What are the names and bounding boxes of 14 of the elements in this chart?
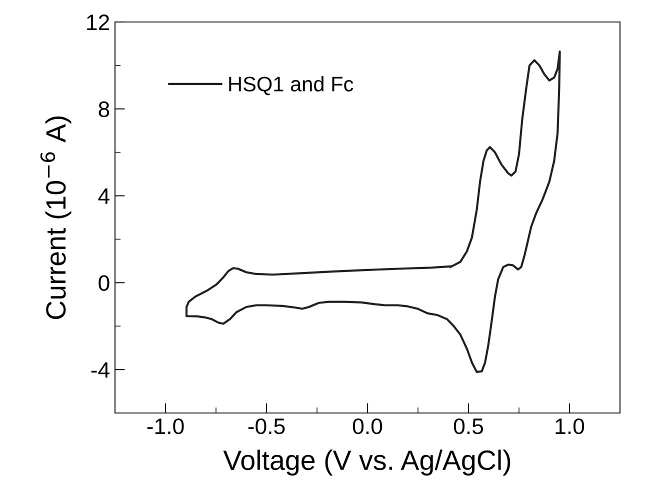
y-tick-label: 4	[98, 188, 110, 204]
y-tick-label: 8	[98, 101, 110, 118]
y-axis-title: Current (10$^{−6}$ A)	[40, 116, 72, 320]
y-tick-label: 0	[98, 275, 110, 291]
x-tick-label: -1.0	[147, 418, 184, 434]
x-tick-label: -0.5	[248, 418, 285, 434]
x-axis-title: Voltage (V vs. Ag/AgCl)	[223, 450, 510, 476]
x-tick-label: 0.5	[454, 418, 484, 434]
x-tick-label: 0.0	[352, 418, 382, 434]
legend-label: HSQ1 and Fc	[229, 76, 354, 96]
x-tick-label: 1.0	[556, 418, 584, 434]
line-series	[185, 50, 561, 373]
y-tick-label: -4	[91, 362, 110, 378]
y-tick-label: 12	[87, 14, 110, 30]
